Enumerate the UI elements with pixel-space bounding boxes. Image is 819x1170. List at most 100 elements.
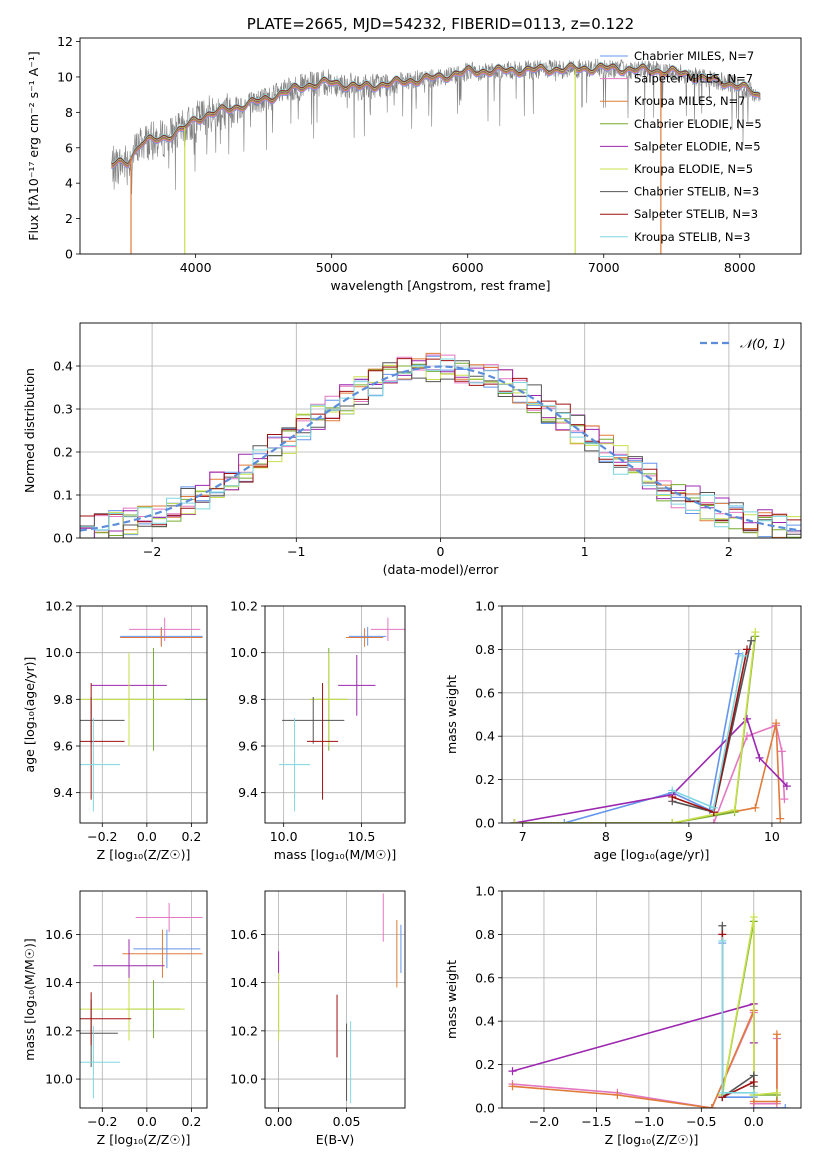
y-axis-label: Flux [fλ10⁻¹⁷ erg cm⁻² s⁻¹ A⁻¹] — [26, 51, 41, 240]
y-tick-label: 10.4 — [230, 975, 258, 990]
y-tick-label: 10.2 — [45, 1023, 73, 1038]
plus-marker — [510, 819, 519, 823]
plot-area — [278, 893, 402, 1104]
x-tick-label: 10 — [764, 829, 780, 844]
plus-marker — [707, 1104, 716, 1108]
x-tick-label: 8 — [602, 829, 610, 844]
y-tick-label: 8 — [65, 105, 73, 120]
legend-entry: Chabrier MILES, N=7 — [634, 49, 754, 63]
plot-area — [111, 58, 761, 254]
x-tick-label: 9 — [685, 829, 693, 844]
mass-weight-line-3 — [514, 723, 781, 823]
plus-marker — [751, 628, 760, 637]
normal-curve — [80, 365, 801, 532]
mass-weight-line-1 — [514, 653, 740, 823]
y-tick-label: 9.8 — [238, 692, 258, 707]
panel-8 — [498, 890, 802, 1112]
observed-spectrum — [111, 58, 761, 195]
y-tick-label: 9.6 — [238, 739, 258, 754]
x-axis-label: (data-model)/error — [383, 562, 500, 577]
plus-marker — [751, 803, 760, 812]
model-spectrum-9 — [111, 61, 761, 164]
errorbar-point-3 — [122, 929, 203, 978]
axes-frame — [79, 322, 802, 539]
errorbar-point-9 — [279, 718, 311, 812]
plus-marker — [508, 1067, 517, 1076]
y-tick-label: 0.4 — [475, 1014, 495, 1029]
y-tick-label: 0.2 — [475, 772, 495, 787]
y-tick-label: 10.2 — [230, 599, 258, 614]
model-spectrum-7 — [111, 62, 761, 165]
legend-entry: Salpeter MILES, N=7 — [634, 72, 753, 86]
x-tick-label: −1 — [287, 544, 305, 559]
axes-frame — [79, 37, 802, 255]
plus-marker — [776, 814, 785, 823]
x-tick-label: −1.0 — [634, 1114, 664, 1129]
plus-marker — [709, 819, 718, 823]
panel-6 — [76, 890, 208, 1112]
errorbar-point-8 — [80, 992, 132, 1046]
mass-weight-line-5 — [512, 1002, 755, 1072]
plus-marker — [718, 921, 727, 930]
plus-marker — [749, 1088, 758, 1097]
mass-weight-line-4 — [721, 921, 777, 1096]
y-axis-label: mass weight — [444, 675, 459, 754]
plus-marker — [780, 795, 789, 804]
y-tick-label: 0.8 — [475, 927, 495, 942]
axes-frame — [264, 890, 406, 1109]
axes-frame — [79, 890, 208, 1109]
x-tick-label: 8000 — [724, 260, 756, 275]
y-tick-label: 12 — [57, 34, 73, 49]
x-tick-label: 0.0 — [137, 1114, 157, 1129]
plus-marker — [743, 714, 752, 723]
y-tick-label: 10.4 — [45, 975, 73, 990]
y-axis-label: mass weight — [444, 960, 459, 1039]
plus-marker — [668, 786, 677, 795]
plus-marker — [782, 782, 791, 791]
panel-2 — [76, 322, 802, 542]
errorbar-point-6 — [80, 977, 185, 1041]
model-spectrum-4 — [111, 65, 761, 167]
errorbar-point-3 — [345, 628, 384, 647]
model-spectrum-2 — [111, 66, 761, 169]
x-axis-label: mass [log₁₀(M/M☉)] — [274, 847, 396, 862]
model-spectrum-3 — [111, 65, 761, 168]
y-tick-label: 2 — [65, 211, 73, 226]
y-tick-label: 0.4 — [53, 359, 73, 374]
y-tick-label: 9.8 — [53, 692, 73, 707]
y-tick-label: 0.6 — [475, 685, 495, 700]
x-tick-label: 6000 — [452, 260, 484, 275]
errorbar-point-8 — [307, 683, 339, 800]
plus-marker — [772, 1030, 781, 1039]
x-axis-label: Z [log₁₀(Z/Z☉)] — [97, 847, 191, 862]
y-tick-label: 10 — [57, 69, 73, 84]
x-axis-label: age [log₁₀(age/yr)] — [594, 847, 710, 862]
plus-marker — [730, 805, 739, 814]
plot-area — [510, 628, 791, 823]
chart-title: PLATE=2665, MJD=54232, FIBERID=0113, z=0… — [247, 15, 634, 33]
model-spectrum-8 — [111, 62, 761, 164]
plus-marker — [772, 1088, 781, 1097]
y-tick-label: 0.0 — [475, 1101, 495, 1116]
histogram-9 — [80, 358, 801, 532]
x-tick-label: 0.0 — [137, 829, 157, 844]
y-tick-label: 9.4 — [53, 785, 73, 800]
errorbar-point-3 — [120, 628, 203, 647]
y-tick-label: 0.6 — [475, 970, 495, 985]
mass-weight-line-6 — [721, 916, 777, 1096]
plus-marker — [781, 1104, 790, 1108]
histogram-4 — [80, 362, 801, 538]
y-tick-label: 0.0 — [53, 531, 73, 546]
y-tick-label: 1.0 — [475, 599, 495, 614]
y-tick-label: 0.2 — [475, 1057, 495, 1072]
x-axis-label: E(B-V) — [316, 1132, 355, 1147]
y-tick-label: 9.6 — [53, 739, 73, 754]
legend-entry: Kroupa MILES, N=7 — [634, 94, 746, 108]
x-tick-label: 5000 — [316, 260, 348, 275]
errorbar-point-1 — [349, 627, 387, 646]
histogram-5 — [80, 360, 801, 538]
x-tick-label: 4000 — [180, 260, 212, 275]
x-tick-label: 1 — [581, 544, 589, 559]
plus-marker — [718, 936, 727, 945]
